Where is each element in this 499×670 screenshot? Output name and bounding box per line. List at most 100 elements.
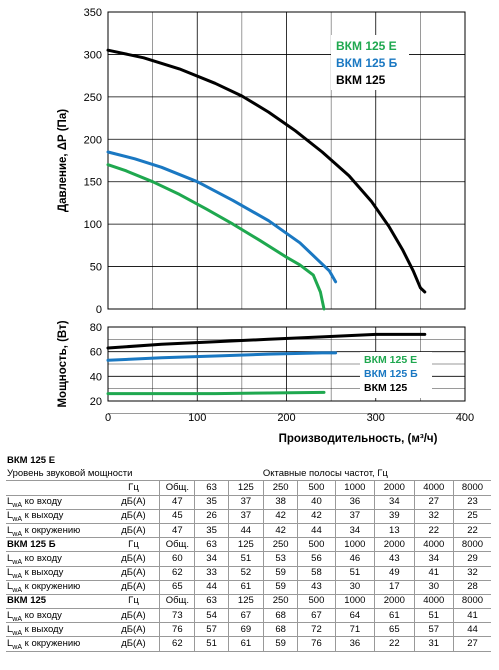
col-header: 500	[297, 537, 336, 552]
x-tick-label: 0	[105, 412, 111, 424]
table-value: 65	[374, 622, 415, 637]
table-value: 36	[334, 636, 375, 652]
pressure-ylabel: Давление, ΔP (Па)	[57, 109, 69, 212]
table-value: 26	[194, 508, 229, 524]
table-cell	[6, 480, 108, 496]
col-header: 125	[227, 593, 264, 609]
table-row: LwA к окружению дБ(А) 65 44 61 59 43 30 17 30 28	[6, 579, 491, 595]
col-header: 63	[194, 593, 229, 609]
table-row: Гц Общ. 63 125 250 500 1000 2000 4000 8000	[6, 480, 491, 496]
pressure-ytick-label: 100	[84, 219, 102, 231]
col-header: Общ.	[159, 480, 195, 496]
table-value: 34	[413, 551, 454, 566]
table-row: LwA к окружению дБ(А) 62 51 61 59 76 36 22 31 27	[6, 636, 491, 652]
table-value: 44	[227, 522, 264, 538]
table-value: 28	[453, 579, 491, 595]
table-row: Уровень звуковой мощности Октавные полосы…	[6, 467, 491, 481]
table-row: LwA ко входу дБ(А) 47 35 37 38 40 36 34 27 23	[6, 494, 491, 510]
table-value: 32	[453, 565, 491, 581]
col-header: 4000	[413, 537, 454, 552]
row-unit: дБ(А)	[107, 622, 160, 637]
group-title: ВКМ 125	[6, 593, 108, 609]
pressure-ytick-label: 350	[84, 7, 102, 19]
table-value: 41	[413, 565, 454, 581]
table-value: 30	[334, 579, 375, 595]
power-series-line	[106, 332, 427, 350]
table-value: 38	[262, 494, 298, 510]
pressure-series-line	[106, 163, 326, 311]
table-value: 62	[159, 565, 195, 581]
col-header: 1000	[334, 480, 375, 496]
x-tick-label: 300	[367, 412, 385, 424]
pressure-legend-box	[331, 35, 409, 90]
table-value: 37	[334, 508, 375, 524]
col-header: Гц	[107, 593, 160, 609]
table-value: 42	[262, 508, 298, 524]
pressure-ytick-label: 200	[84, 134, 102, 146]
table-value: 76	[159, 622, 195, 637]
power-series-line	[106, 390, 326, 396]
col-header: Гц	[107, 537, 160, 552]
row-unit: дБ(А)	[107, 508, 160, 524]
table-value: 35	[194, 522, 229, 538]
power-legend-entry: ВКМ 125 Е	[364, 354, 417, 366]
table-value: 72	[297, 622, 336, 637]
table-value: 59	[262, 579, 298, 595]
table-row: ВКМ 125 Е	[6, 454, 491, 467]
table-value: 33	[194, 565, 229, 581]
table-value: 35	[194, 494, 229, 510]
table-value: 76	[297, 636, 336, 652]
table-value: 42	[262, 522, 298, 538]
table-row: ВКМ 125 Б Гц Общ. 63 125 250 500 1000 2000 4000 80…	[6, 537, 491, 552]
table-value: 44	[194, 579, 229, 595]
x-axis-label: Производительность, (м³/ч)	[279, 433, 438, 445]
pressure-series-line	[106, 48, 427, 294]
table-value: 17	[374, 579, 415, 595]
row-label: LwA к окружению	[6, 579, 108, 595]
col-header: 125	[227, 537, 264, 552]
table-value: 71	[334, 622, 375, 637]
table-value: 61	[227, 636, 264, 652]
pressure-ytick-label: 300	[84, 49, 102, 61]
col-header: Общ.	[159, 537, 195, 552]
x-tick-label: 200	[277, 412, 295, 424]
pressure-legend-entry: ВКМ 125	[336, 73, 386, 87]
table-value: 39	[374, 508, 415, 524]
power-legend-box	[360, 352, 432, 398]
table-value: 73	[159, 608, 195, 623]
table-value: 13	[374, 522, 415, 538]
col-header: 63	[194, 480, 229, 496]
table-value: 60	[159, 551, 195, 566]
col-header: 1000	[334, 593, 375, 609]
table-row: LwA к окружению дБ(А) 47 35 44 42 44 34 13 22 22	[6, 522, 491, 538]
table-row: ВКМ 125 Гц Общ. 63 125 250 500 1000 2000 4000 8000	[6, 593, 491, 609]
row-label: LwA ко входу	[6, 494, 108, 510]
power-frame	[107, 326, 466, 402]
pressure-ytick-label: 250	[84, 92, 102, 104]
row-unit: дБ(А)	[107, 579, 160, 595]
col-header: Общ.	[159, 593, 195, 609]
table-value: 58	[297, 565, 336, 581]
pressure-frame	[107, 11, 466, 310]
x-tick-label: 100	[188, 412, 206, 424]
table-value: 68	[262, 608, 298, 623]
col-header: 500	[297, 593, 336, 609]
table-value: 43	[374, 551, 415, 566]
table-value: 65	[159, 579, 195, 595]
sound-power-table: ВКМ 125 Е Уровень звуковой мощности Октавн…	[6, 454, 491, 652]
col-header: 4000	[413, 593, 454, 609]
group-title: ВКМ 125 Б	[6, 537, 108, 552]
table-value: 67	[227, 608, 264, 623]
table-value: 62	[159, 636, 195, 652]
power-ytick-label: 20	[90, 396, 102, 408]
table-value: 40	[297, 494, 336, 510]
table-value: 27	[453, 636, 491, 652]
group-title: ВКМ 125 Е	[7, 454, 56, 466]
col-header: 500	[297, 480, 336, 496]
col-header: 250	[262, 537, 298, 552]
table-value: 69	[227, 622, 264, 637]
col-header: 63	[194, 537, 229, 552]
table-value: 34	[194, 551, 229, 566]
row-label: LwA к окружению	[6, 636, 108, 652]
